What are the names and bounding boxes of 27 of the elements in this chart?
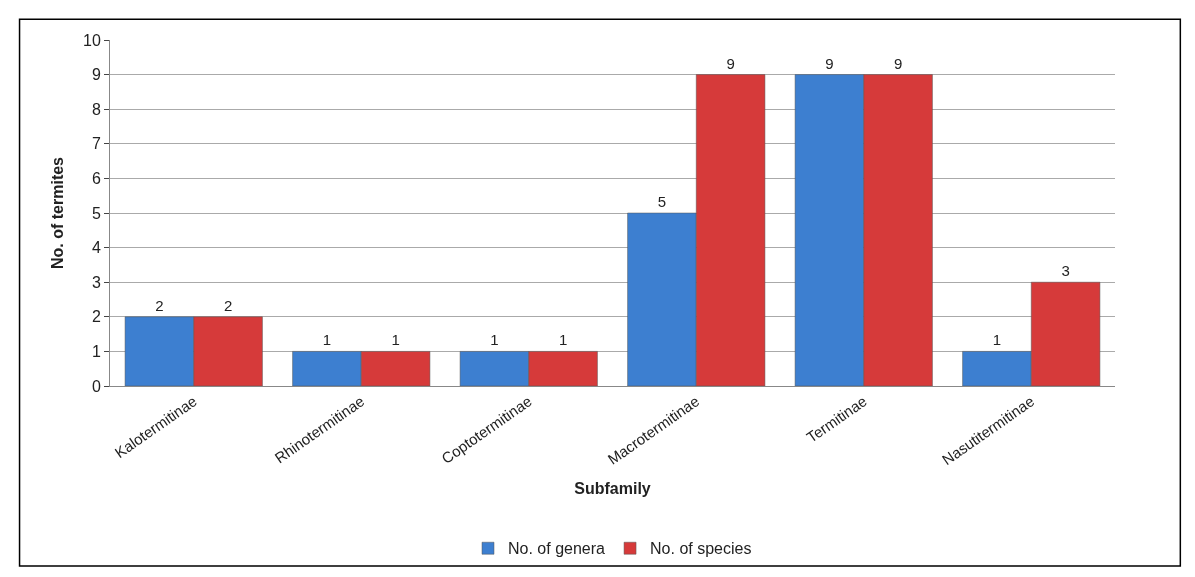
data-label: 1 bbox=[992, 331, 1002, 349]
y-tick-label: 9 bbox=[91, 66, 101, 84]
y-tick-label: 7 bbox=[91, 135, 101, 153]
data-label: 9 bbox=[825, 54, 834, 72]
y-tick-label: 2 bbox=[91, 308, 101, 326]
y-axis-title: No. of termites bbox=[48, 156, 66, 270]
y-tick-label: 8 bbox=[91, 100, 101, 118]
y-tick-label: 10 bbox=[83, 31, 101, 49]
data-label: 3 bbox=[1061, 262, 1070, 280]
y-tick-label: 3 bbox=[91, 273, 101, 291]
y-tick-label: 6 bbox=[91, 170, 101, 187]
legend-label: No. of genera bbox=[508, 540, 606, 558]
y-tick-label: 0 bbox=[91, 377, 101, 395]
data-label: 9 bbox=[893, 54, 903, 72]
data-label: 5 bbox=[657, 193, 667, 210]
data-label: 1 bbox=[558, 331, 568, 349]
data-label: 1 bbox=[322, 331, 332, 349]
legend-label: No. of species bbox=[650, 540, 752, 558]
y-tick-label: 5 bbox=[91, 204, 101, 222]
data-label: 2 bbox=[155, 296, 164, 314]
data-label: 1 bbox=[391, 331, 400, 349]
y-tick-label: 4 bbox=[91, 239, 101, 257]
x-axis-title: Subfamily bbox=[574, 479, 651, 497]
y-tick-label: 1 bbox=[91, 343, 101, 360]
data-label: 1 bbox=[490, 331, 499, 349]
data-label: 2 bbox=[223, 296, 233, 314]
data-label: 9 bbox=[726, 54, 735, 72]
